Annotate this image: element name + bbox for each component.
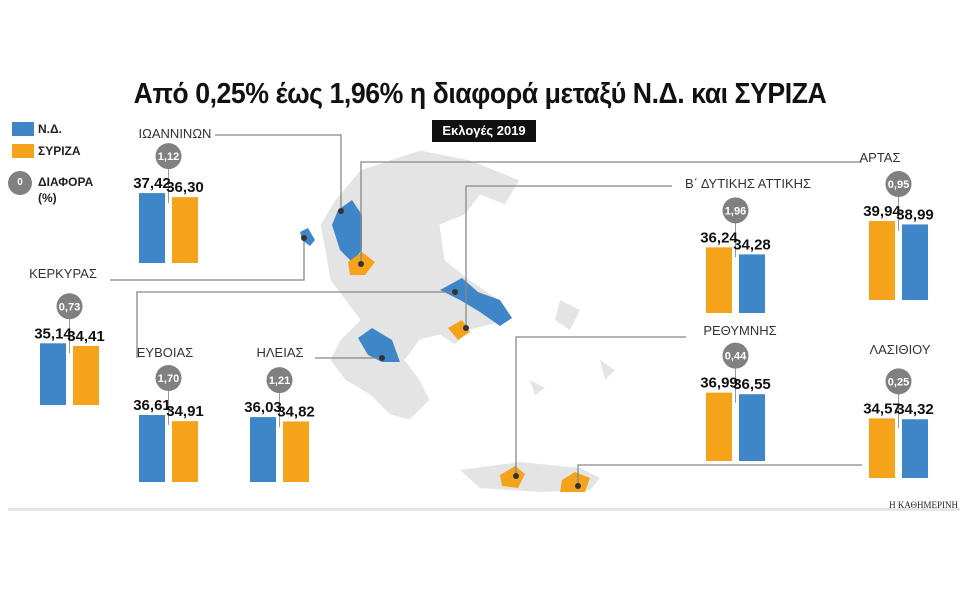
legend-label-diff-unit: (%) (38, 191, 57, 205)
value-label-syriza: 34,82 (277, 403, 315, 420)
legend-diff-circle: 0 (8, 171, 32, 195)
map-rethymno (500, 466, 525, 488)
value-label-nd: 36,55 (733, 376, 771, 393)
value-label-nd: 34,28 (733, 236, 771, 253)
region-label: ΛΑΣΙΘΙΟΥ (869, 342, 930, 357)
value-label-syriza: 36,24 (700, 229, 738, 246)
value-label-nd: 36,61 (133, 397, 171, 414)
diff-value: 0,73 (59, 301, 80, 313)
diff-circle (155, 143, 182, 170)
value-label-syriza: 34,41 (67, 328, 105, 345)
map-lasithi (560, 472, 590, 492)
bar-nd (902, 224, 928, 300)
greece-map (300, 149, 615, 492)
legend-swatch-nd (12, 122, 34, 136)
leader-evoia (136, 291, 455, 358)
region-label: ΕΥΒΟΙΑΣ (137, 345, 193, 360)
footer-rule (8, 508, 960, 511)
bar-nd (250, 417, 276, 482)
bar-syriza (869, 418, 895, 478)
diff-circle (885, 171, 912, 198)
diff-value: 1,96 (725, 205, 746, 217)
value-label-nd: 36,03 (244, 399, 282, 416)
diff-circle (722, 197, 749, 224)
value-label-nd: 34,32 (896, 401, 934, 418)
legend-label-diff: ΔΙΑΦΟΡΑ (38, 175, 94, 189)
diff-value: 0,25 (888, 376, 909, 388)
diff-circle (56, 293, 83, 320)
leader-arta (360, 161, 862, 264)
leader-lines (110, 134, 862, 486)
leader-kerkyra (110, 238, 305, 281)
leader-ioannina (215, 134, 342, 211)
map-evoia (440, 278, 512, 326)
leader-west-attica (465, 185, 672, 328)
bar-syriza (172, 197, 198, 263)
diff-circle (155, 365, 182, 392)
bar-syriza (283, 421, 309, 482)
bar-nd (739, 394, 765, 461)
value-label-syriza: 34,91 (166, 403, 204, 420)
bar-nd (40, 343, 66, 405)
bar-nd (739, 254, 765, 313)
bar-syriza (73, 345, 99, 405)
bar-nd (139, 415, 165, 482)
bar-syriza (172, 421, 198, 482)
map-ioannina (332, 200, 362, 262)
bar-nd (139, 193, 165, 263)
legend-swatch-syriza (12, 144, 34, 158)
legend-label-syriza: ΣΥΡΙΖΑ (38, 144, 81, 158)
region-label: Β΄ ΔΥΤΙΚΗΣ ΑΤΤΙΚΗΣ (685, 176, 811, 191)
value-label-nd: 35,14 (34, 325, 72, 342)
chart-title: Από 0,25% έως 1,96% η διαφορά μεταξύ Ν.Δ… (133, 78, 827, 110)
bar-syriza (706, 247, 732, 313)
region-label: ΑΡΤΑΣ (859, 150, 900, 165)
map-kerkyra (300, 228, 315, 246)
bar-syriza (869, 221, 895, 300)
bar-syriza (706, 392, 732, 461)
map-west-attica (448, 320, 470, 340)
diff-value: 1,21 (269, 375, 290, 387)
leader-rethymno (515, 336, 686, 476)
map-ileia (358, 328, 400, 362)
region-label: ΚΕΡΚΥΡΑΣ (29, 266, 97, 281)
diff-value: 0,95 (888, 179, 909, 191)
diff-value: 1,70 (158, 373, 179, 385)
value-label-syriza: 34,57 (863, 400, 901, 417)
value-label-syriza: 36,99 (700, 375, 738, 392)
diff-value: 0,44 (725, 351, 747, 363)
bar-nd (902, 419, 928, 478)
subtitle-badge: Εκλογές 2019 (432, 120, 536, 142)
region-label: ΗΛΕΙΑΣ (256, 345, 303, 360)
value-label-syriza: 36,30 (166, 179, 204, 196)
value-label-nd: 38,99 (896, 206, 934, 223)
diff-value: 1,12 (158, 151, 179, 163)
diff-circle (266, 367, 293, 394)
value-label-nd: 37,42 (133, 175, 171, 192)
leader-lasithi (577, 464, 862, 486)
legend-label-nd: Ν.Δ. (38, 122, 62, 136)
diff-circle (722, 342, 749, 369)
source-credit: Η ΚΑΘΗΜΕΡΙΝΗ (889, 500, 958, 510)
value-label-syriza: 39,94 (863, 203, 901, 220)
region-label: ΙΩΑΝΝΙΝΩΝ (139, 126, 212, 141)
diff-circle (885, 368, 912, 395)
region-label: ΡΕΘΥΜΝΗΣ (703, 323, 776, 338)
